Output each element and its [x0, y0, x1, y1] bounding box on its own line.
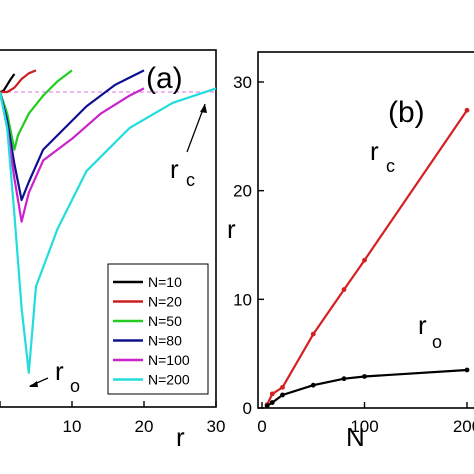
panel-b-point-r-c: [269, 391, 275, 397]
panel-a-legend-entry: N=20: [148, 294, 182, 310]
panel-b-label: (b): [388, 96, 425, 129]
panel-b-point-r-o: [310, 382, 316, 388]
panel-a-xtick-label: 20: [135, 417, 154, 436]
panel-b-ro-main: r: [418, 310, 427, 340]
panel-a-rc-sub: c: [186, 170, 195, 190]
panel-a-legend-box: [107, 263, 209, 395]
panel-b-point-r-c: [341, 287, 347, 292]
panel-b-xtick-label: 0: [257, 417, 266, 436]
panel-a-legend-entry: N=10: [148, 274, 182, 290]
panel-b-ylabel: r: [227, 214, 236, 244]
panel-a-xlabel: r: [176, 422, 185, 452]
panel-b-point-r-c: [464, 107, 470, 113]
panel-b-point-r-o: [362, 374, 367, 379]
panel-a-rc-arrowhead: [200, 104, 207, 113]
panel-b-series: [264, 107, 470, 409]
panel-b-ytick-label: 20: [233, 182, 252, 201]
panel-a-series-line-n-100: [0, 87, 145, 223]
panel-a-legend-entry: N=50: [148, 313, 182, 329]
panel-a-legend-entry: N=200: [148, 372, 190, 388]
panel-b-point-r-o: [280, 392, 285, 398]
panel-b-rc-sub: c: [386, 156, 395, 176]
panel-b-point-r-c: [280, 384, 285, 390]
panel-b-point-r-o: [269, 400, 275, 405]
panel-a-legend-entry: N=80: [148, 333, 182, 349]
panel-b-point-r-o: [464, 367, 470, 373]
panel-b-xtick-label: 100: [350, 417, 378, 436]
panel-b-point-r-o: [264, 403, 270, 409]
panel-a-series: [0, 69, 217, 374]
panel-b: 0 100 200 0 10 20 30 (b) N r r c r o: [227, 51, 474, 452]
panel-a-legend: N=10 N=20 N=50 N=80 N=100 N=200: [113, 274, 190, 388]
panel-b-yticks: 0 10 20 30: [233, 73, 264, 418]
panel-a-series-line-n-200: [0, 87, 217, 374]
panel-a-rc-main: r: [170, 154, 179, 184]
panel-b-ro-sub: o: [432, 332, 442, 352]
panel-a-series-line-n-50: [0, 69, 73, 151]
panel-b-xtick-label: 200: [453, 417, 474, 436]
panel-a-ro-main: r: [55, 356, 64, 386]
panel-a-label: (a): [146, 62, 183, 95]
panel-a-legend-entry: N=100: [148, 352, 190, 368]
panel-a-ro-sub: o: [70, 376, 80, 396]
panel-a-xticks: 10 20 30: [0, 401, 225, 436]
panel-a-frame: [0, 49, 217, 408]
panel-b-point-r-o: [341, 376, 347, 382]
panel-b-point-r-c: [362, 257, 367, 263]
panel-a-ro-arrowhead: [29, 381, 38, 387]
panel-a-xtick-label: 10: [63, 417, 82, 436]
panel-b-ytick-label: 10: [233, 290, 252, 309]
panel-b-ytick-label: 30: [233, 73, 252, 92]
panel-a-series-line-n-80: [0, 69, 145, 202]
panel-b-ytick-label: 0: [243, 399, 252, 418]
panel-b-series-line-r-c: [266, 109, 468, 406]
panel-b-xticks: 0 100 200: [257, 402, 474, 436]
panel-a-series-line-n-20: [0, 69, 37, 94]
panel-b-xlabel: N: [346, 422, 365, 452]
panel-a-xtick-label: 30: [207, 417, 226, 436]
panel-b-rc-main: r: [370, 136, 379, 166]
panel-a: 10 20 30 (a) r r c r o N=10N=20N=50N=80N=1…: [0, 49, 225, 452]
panel-b-point-r-c: [310, 331, 316, 337]
panel-b-series-line-r-o: [266, 368, 468, 407]
panel-b-frame: [257, 51, 474, 409]
